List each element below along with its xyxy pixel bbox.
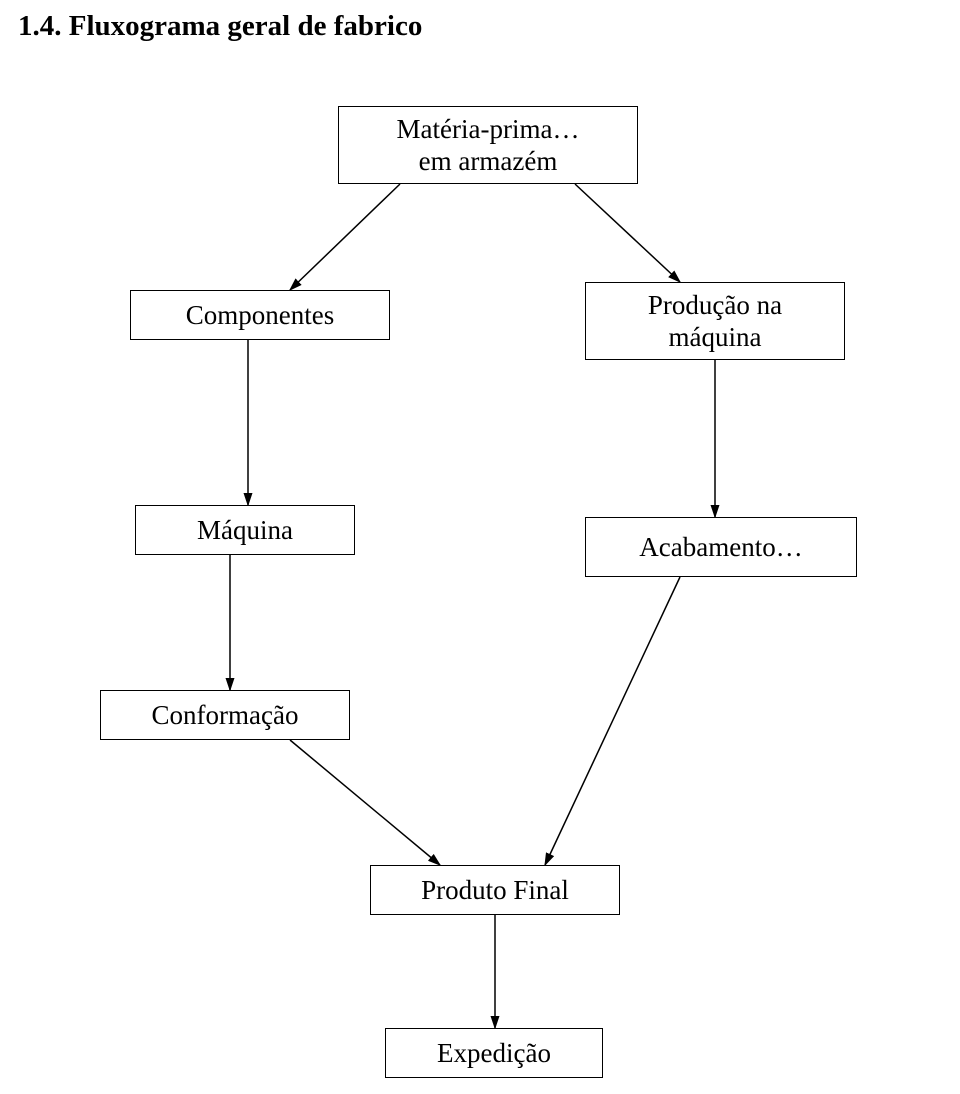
edge-conformacao-produto (290, 740, 440, 865)
edge-materia-componentes (290, 184, 400, 290)
node-acabamento: Acabamento… (585, 517, 857, 577)
node-producao: Produção namáquina (585, 282, 845, 360)
edge-acabamento-produto (545, 577, 680, 865)
node-expedicao: Expedição (385, 1028, 603, 1078)
node-materia: Matéria-prima…em armazém (338, 106, 638, 184)
node-conformacao: Conformação (100, 690, 350, 740)
node-produto: Produto Final (370, 865, 620, 915)
node-componentes: Componentes (130, 290, 390, 340)
node-maquina: Máquina (135, 505, 355, 555)
edge-materia-producao (575, 184, 680, 282)
page-title: 1.4. Fluxograma geral de fabrico (18, 10, 422, 43)
